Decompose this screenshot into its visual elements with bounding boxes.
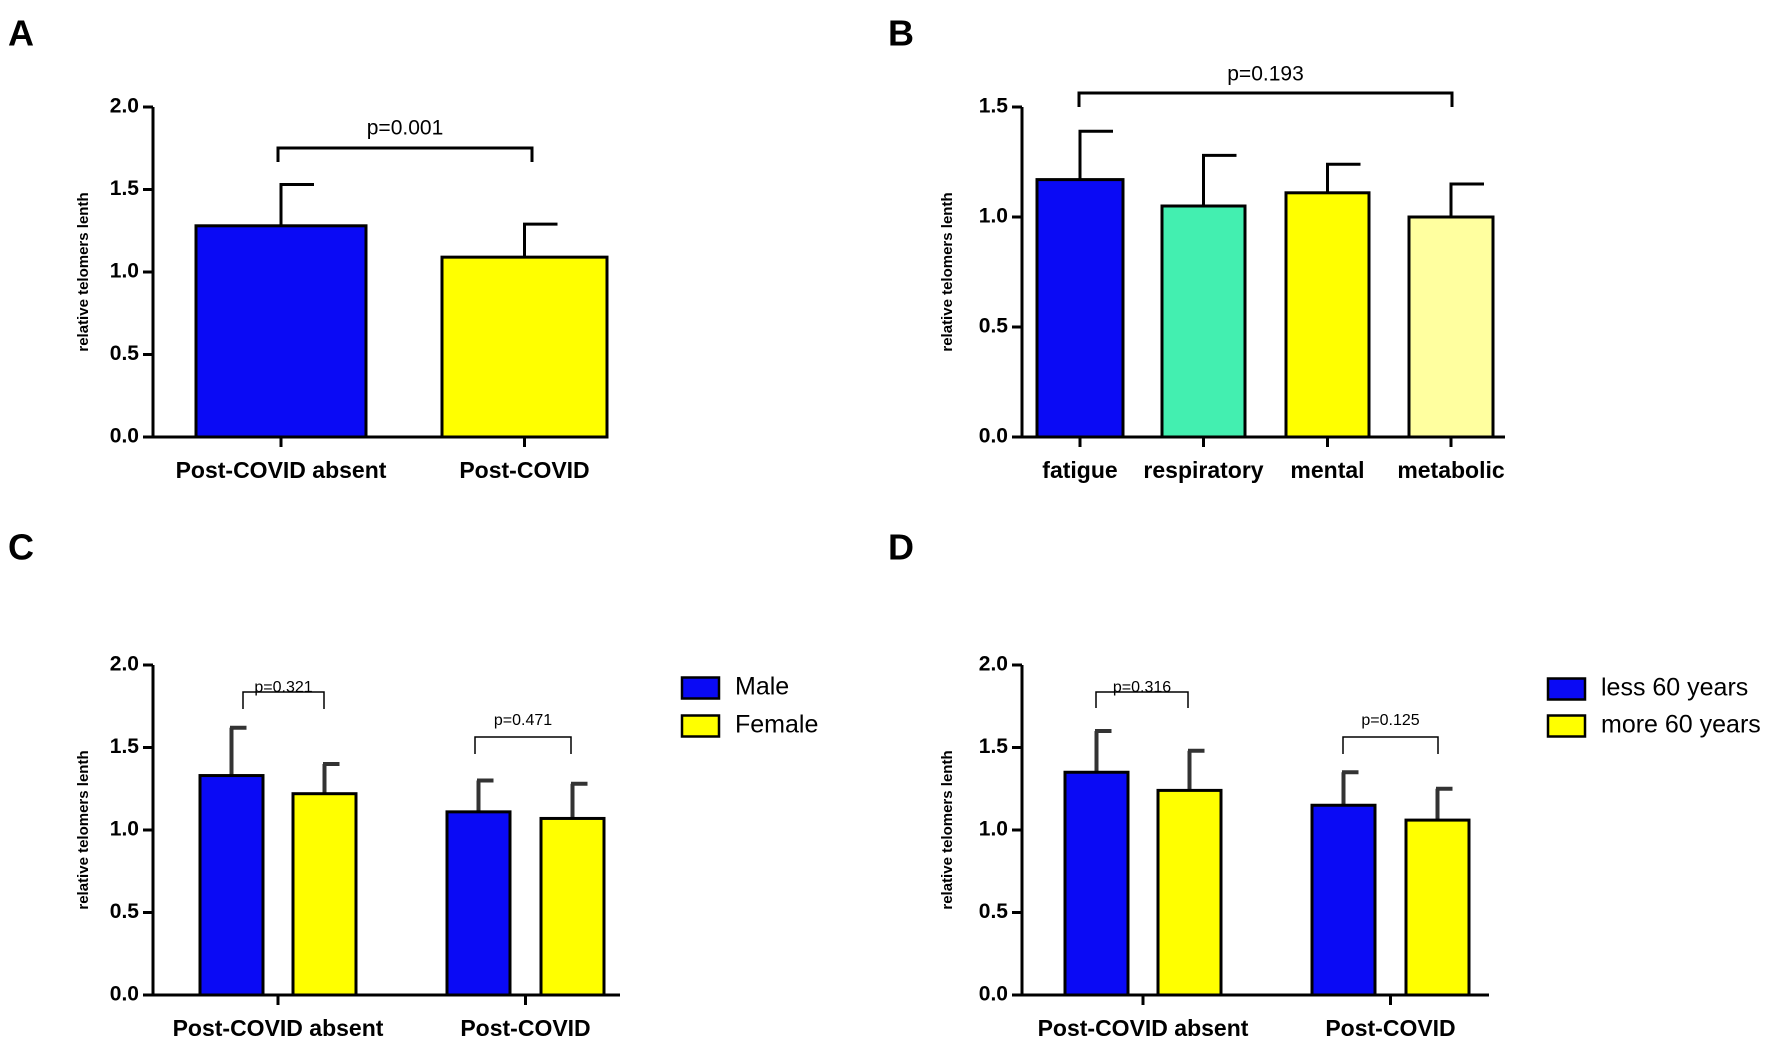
significance-bracket [276,146,534,162]
legend-label: more 60 years [1601,711,1761,739]
y-tick-label: 0.0 [110,983,139,1006]
x-tick-label: Post-COVID absent [176,457,387,483]
x-tick-label: mental [1290,457,1364,483]
significance-bracket [1095,691,1189,708]
significance-bracket [242,691,325,709]
bar-metabolic [1407,215,1495,439]
panel-letter: A [8,13,34,54]
significance-bracket [1342,736,1439,754]
y-tick-label: 2.0 [110,653,139,676]
y-axis-title: relative telomers lenth [75,192,92,351]
significance-bracket [1077,91,1454,107]
panel-letter: C [8,527,34,568]
p-value-label: p=0.001 [367,117,444,140]
significance-bracket [474,736,572,754]
bar-mental [1284,191,1371,439]
p-value-label: p=0.321 [254,679,312,696]
y-tick-label: 1.0 [110,818,139,841]
y-axis-title: relative telomers lenth [939,192,956,351]
bar-post-covid-absent [194,224,368,439]
y-tick-label: 1.5 [979,735,1009,758]
y-tick-label: 0.5 [110,342,140,365]
y-tick-label: 1.0 [979,205,1008,228]
x-tick-label: Post-COVID absent [173,1015,384,1037]
bar-more-60-years-0 [1156,788,1223,997]
y-tick-label: 1.5 [110,735,140,758]
x-tick-label: Post-COVID absent [1038,1015,1249,1037]
x-tick-label: fatigue [1042,457,1117,483]
y-tick-label: 1.5 [979,95,1009,118]
bar-more-60-years-1 [1404,818,1471,997]
legend: less 60 years more 60 years [1546,674,1761,739]
legend-label: Female [735,711,818,739]
bar-less-60-years-0 [1063,770,1130,997]
legend-swatch [1546,714,1587,738]
p-value-label: p=0.316 [1113,679,1171,696]
y-tick-label: 0.0 [979,425,1008,448]
bar-fatigue [1035,178,1125,439]
x-tick-label: Post-COVID [460,1015,590,1037]
legend-label: less 60 years [1601,674,1748,702]
bar-respiratory [1160,204,1247,439]
bar-male-1 [445,810,512,997]
y-axis-title: relative telomers lenth [75,750,92,909]
x-tick-label: Post-COVID [459,457,589,483]
p-value-label: p=0.193 [1227,63,1304,86]
bar-male-0 [198,774,265,997]
legend: Male Female [680,673,818,739]
panel-letter: D [888,527,914,568]
legend-swatch [680,714,721,738]
legend-swatch [680,676,721,700]
y-tick-label: 0.0 [979,983,1008,1006]
panel-letter: B [888,13,914,54]
y-tick-label: 0.5 [979,315,1009,338]
y-tick-label: 1.0 [979,818,1008,841]
bar-less-60-years-1 [1310,803,1377,997]
legend-label: Male [735,673,789,701]
y-tick-label: 2.0 [979,653,1008,676]
y-tick-label: 0.0 [110,425,139,448]
bar-post-covid [440,255,609,439]
y-tick-label: 1.5 [110,177,140,200]
y-tick-label: 0.5 [979,900,1009,923]
y-axis-title: relative telomers lenth [939,750,956,909]
p-value-label: p=0.125 [1361,712,1419,729]
bar-female-0 [291,792,358,997]
x-tick-label: metabolic [1397,457,1505,483]
legend-swatch [1546,677,1587,701]
p-value-label: p=0.471 [494,712,552,729]
y-tick-label: 0.5 [110,900,140,923]
y-tick-label: 2.0 [110,95,139,118]
x-tick-label: respiratory [1143,457,1263,483]
x-tick-label: Post-COVID [1325,1015,1455,1037]
bar-female-1 [539,816,606,997]
y-tick-label: 1.0 [110,260,139,283]
